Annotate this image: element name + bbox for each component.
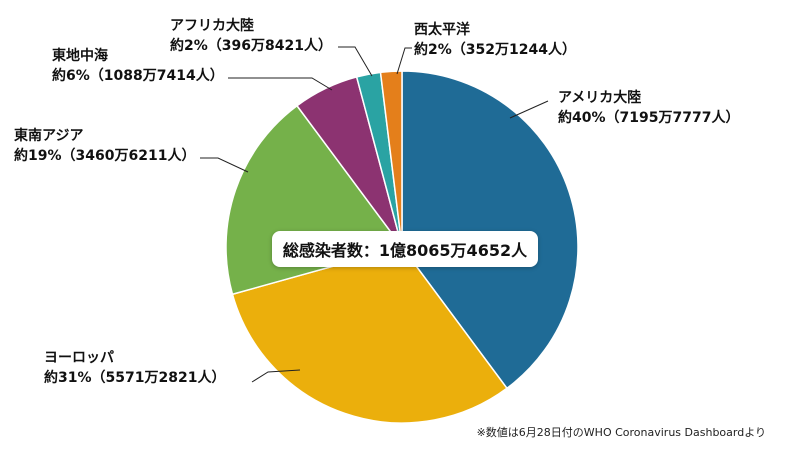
slice-value-label: 約40%（7195万7777人） [558, 109, 739, 126]
leader-line [251, 369, 301, 383]
slice-value-label: 約6%（1088万7414人） [52, 67, 224, 84]
slice-value-label: 約19%（3460万6211人） [14, 147, 195, 164]
slice-name-label: ヨーロッパ [44, 350, 114, 366]
pie-slice [401, 70, 579, 390]
slice-value-label: 約2%（396万8421人） [170, 37, 332, 54]
slice-value-label: 約31%（5571万2821人） [44, 369, 225, 386]
slice-name-label: 西太平洋 [414, 21, 470, 38]
slice-name-label: アフリカ大陸 [170, 17, 254, 34]
slice-value-label: 約2%（352万1244人） [414, 41, 576, 58]
leader-line [228, 77, 333, 91]
leader-line [509, 100, 549, 119]
slice-name-label: アメリカ大陸 [558, 89, 641, 106]
pie-slice [231, 246, 508, 424]
leader-line [200, 157, 249, 173]
leader-line [338, 46, 373, 77]
total-cases-label: 総感染者数：1億8065万4652人 [272, 231, 538, 267]
pie-slice [379, 70, 403, 248]
slice-name-label: 東南アジア [14, 127, 83, 144]
leader-line [396, 47, 412, 75]
source-note: ※数値は6月28日付のWHO Coronavirus Dashboardより [476, 426, 766, 439]
slice-name-label: 東地中海 [52, 47, 108, 64]
